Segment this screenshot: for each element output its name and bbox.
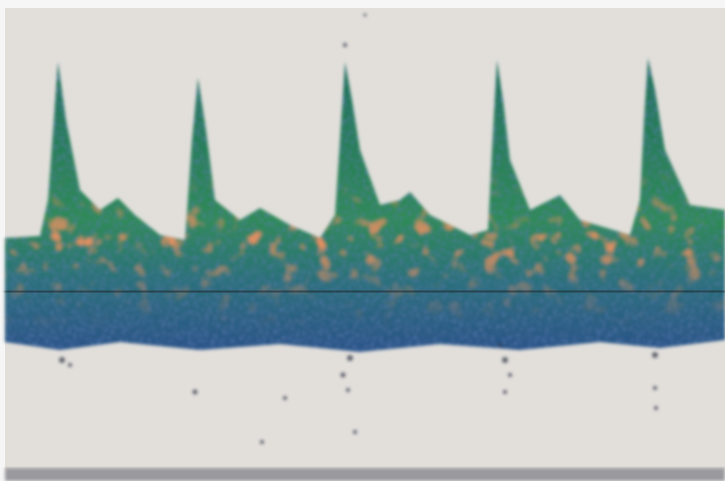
baseline	[5, 291, 725, 292]
bottom-scale-strip	[5, 468, 725, 481]
